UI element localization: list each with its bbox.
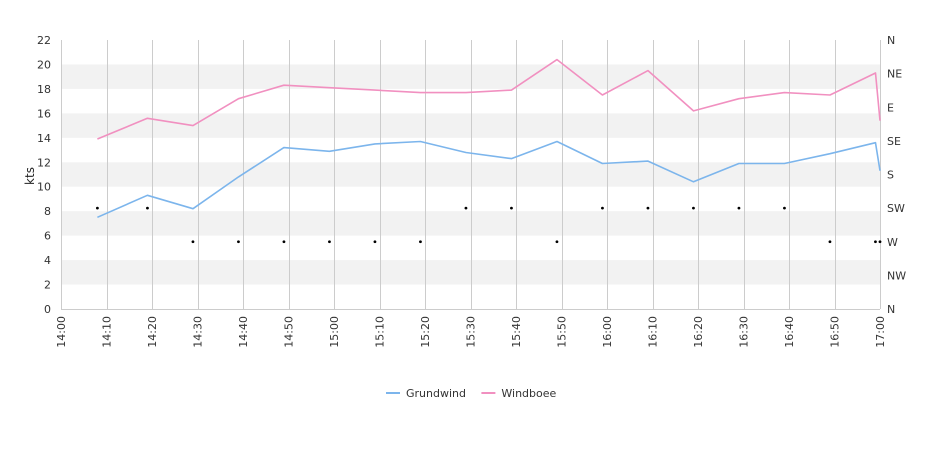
series-line-grundwind [97, 140, 881, 219]
y-axis-ticks: 0 2 4 6 8 10 12 14 16 18 20 22 [37, 34, 51, 316]
wind-direction-dot [96, 206, 99, 210]
wind-direction-dot [282, 240, 286, 244]
x-tick-label: 16:40 [783, 316, 796, 348]
y-tick-label: 0 [44, 303, 51, 316]
x-tick-label: 15:50 [556, 316, 569, 348]
x-axis-ticks: 14:00 14:10 14:20 14:30 14:40 14:50 15:00 15:10… [55, 316, 887, 348]
x-tick-label: 14:00 [55, 316, 68, 348]
x-tick-label: 16:30 [738, 316, 751, 348]
direction-tick-label: NE [887, 68, 902, 81]
x-tick-label: 14:40 [237, 316, 250, 348]
x-tick-label: 14:10 [101, 316, 114, 348]
series-line-windboee [97, 58, 881, 140]
wind-direction-dot [191, 240, 195, 244]
y-tick-label: 4 [44, 254, 51, 267]
y-axis-label: kts [23, 167, 37, 185]
wind-direction-dot [328, 240, 331, 244]
x-tick-label: 16:20 [692, 316, 705, 348]
grid-band [61, 64, 880, 89]
y-tick-label: 8 [44, 205, 51, 218]
y-tick-label: 6 [44, 230, 51, 243]
direction-tick-label: W [887, 236, 898, 249]
direction-tick-label: NW [887, 269, 906, 282]
y-tick-label: 12 [37, 156, 51, 169]
wind-direction-dot [510, 206, 513, 210]
x-tick-label: 14:50 [283, 316, 296, 348]
direction-tick-label: N [887, 303, 895, 316]
wind-direction-dot [737, 206, 741, 210]
x-tick-label: 17:00 [874, 316, 887, 348]
y-tick-label: 20 [37, 58, 51, 71]
horizontal-bands [61, 64, 880, 285]
wind-direction-dot [555, 240, 559, 244]
x-tick-label: 15:40 [510, 316, 523, 348]
y-tick-label: 18 [37, 83, 51, 96]
x-tick-label: 15:00 [328, 316, 341, 348]
wind-direction-dot [373, 240, 377, 244]
legend-label: Windboee [501, 387, 556, 400]
wind-direction-dot [874, 240, 877, 244]
y-tick-label: 2 [44, 279, 51, 292]
legend-label: Grundwind [406, 387, 466, 400]
wind-direction-dot [464, 206, 468, 210]
x-tick-label: 16:00 [601, 316, 614, 348]
x-tick-label: 15:10 [374, 316, 387, 348]
grid-band [61, 260, 880, 285]
series-lines [97, 58, 881, 219]
grid-band [61, 162, 880, 187]
y-tick-label: 16 [37, 107, 51, 120]
x-tick-label: 15:30 [465, 316, 478, 348]
wind-direction-dot [783, 206, 786, 210]
legend-item-windboee[interactable]: Windboee [481, 387, 557, 400]
wind-direction-dot [828, 240, 832, 244]
direction-tick-label: SE [887, 135, 901, 148]
wind-direction-dot [646, 206, 650, 210]
wind-direction-dot [146, 206, 149, 210]
x-tick-label: 16:50 [829, 316, 842, 348]
wind-direction-dot [237, 240, 240, 244]
legend-item-grundwind[interactable]: Grundwind [386, 387, 466, 400]
wind-direction-dot [419, 240, 422, 244]
x-tick-label: 14:30 [192, 316, 205, 348]
direction-tick-label: N [887, 34, 895, 47]
x-tick-label: 14:20 [146, 316, 159, 348]
wind-direction-dot [692, 206, 695, 210]
y-tick-label: 14 [37, 132, 51, 145]
wind-direction-dot [878, 240, 882, 244]
direction-tick-label: E [887, 101, 894, 114]
direction-tick-label: S [887, 169, 894, 182]
wind-direction-dot [601, 206, 604, 210]
y-tick-label: 10 [37, 181, 51, 194]
wind-direction-dots [96, 206, 882, 244]
grid-band [61, 113, 880, 138]
x-tick-label: 15:20 [419, 316, 432, 348]
legend[interactable]: Grundwind Windboee [386, 387, 557, 400]
x-tick-label: 16:10 [647, 316, 660, 348]
y-tick-label: 22 [37, 34, 51, 47]
direction-axis-ticks: N NW W SW S SE E NE N [887, 34, 906, 316]
grid-band [61, 211, 880, 236]
direction-tick-label: SW [887, 202, 905, 215]
